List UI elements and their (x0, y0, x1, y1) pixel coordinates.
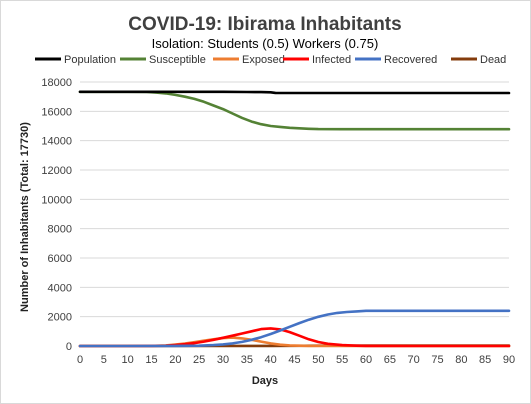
x-tick-label: 25 (193, 354, 205, 366)
y-tick-label: 10000 (41, 194, 72, 206)
x-tick-label: 65 (384, 354, 396, 366)
y-tick-label: 14000 (41, 136, 72, 148)
x-tick-label: 55 (336, 354, 348, 366)
legend: Population Susceptible Exposed Infected Reco… (35, 54, 506, 66)
x-tick-label: 60 (360, 354, 372, 366)
x-tick-label: 15 (145, 354, 157, 366)
y-tick-label: 12000 (41, 165, 72, 177)
series-line-population (78, 90, 511, 95)
y-tick-label: 18000 (41, 77, 72, 89)
x-tick-label: 85 (479, 354, 491, 366)
series-line-susceptible (78, 90, 511, 131)
x-tick-label: 90 (503, 354, 515, 366)
legend-label-population: Population (64, 54, 116, 66)
y-tick-label: 2000 (48, 312, 72, 324)
x-tick-label: 50 (312, 354, 324, 366)
y-axis-ticks: 0 2000 4000 6000 8000 10000 12000 14000 16000 180… (41, 77, 72, 353)
x-tick-label: 20 (169, 354, 181, 366)
x-tick-label: 10 (122, 354, 134, 366)
legend-label-susceptible: Susceptible (149, 54, 206, 66)
x-tick-label: 5 (101, 354, 107, 366)
y-tick-label: 6000 (48, 253, 72, 265)
grid (80, 81, 509, 347)
x-tick-label: 70 (408, 354, 420, 366)
y-tick-label: 8000 (48, 224, 72, 236)
y-tick-label: 16000 (41, 106, 72, 118)
x-tick-label: 40 (265, 354, 277, 366)
x-tick-label: 0 (77, 354, 83, 366)
legend-label-dead: Dead (480, 54, 506, 66)
legend-label-exposed: Exposed (242, 54, 285, 66)
legend-label-infected: Infected (312, 54, 351, 66)
y-tick-label: 4000 (48, 282, 72, 294)
x-tick-label: 45 (288, 354, 300, 366)
x-tick-label: 35 (241, 354, 253, 366)
x-tick-label: 30 (217, 354, 229, 366)
series-line-recovered (78, 309, 511, 348)
series-lines (78, 90, 511, 348)
chart-subtitle: Isolation: Students (0.5) Workers (0.75) (152, 36, 379, 51)
x-tick-label: 80 (455, 354, 467, 366)
x-tick-label: 75 (431, 354, 443, 366)
legend-label-recovered: Recovered (384, 54, 437, 66)
series-line-infected (78, 327, 511, 348)
x-axis-ticks: 0 5 10 15 20 25 30 35 40 45 50 55 60 65 70 75 80 85 90 (77, 354, 515, 366)
chart-title: COVID-19: Ibirama Inhabitants (128, 14, 401, 35)
x-axis-label: Days (252, 375, 278, 387)
y-axis-label: Number of Inhabitants (Total: 17730) (19, 122, 31, 312)
y-tick-label: 0 (66, 341, 72, 353)
